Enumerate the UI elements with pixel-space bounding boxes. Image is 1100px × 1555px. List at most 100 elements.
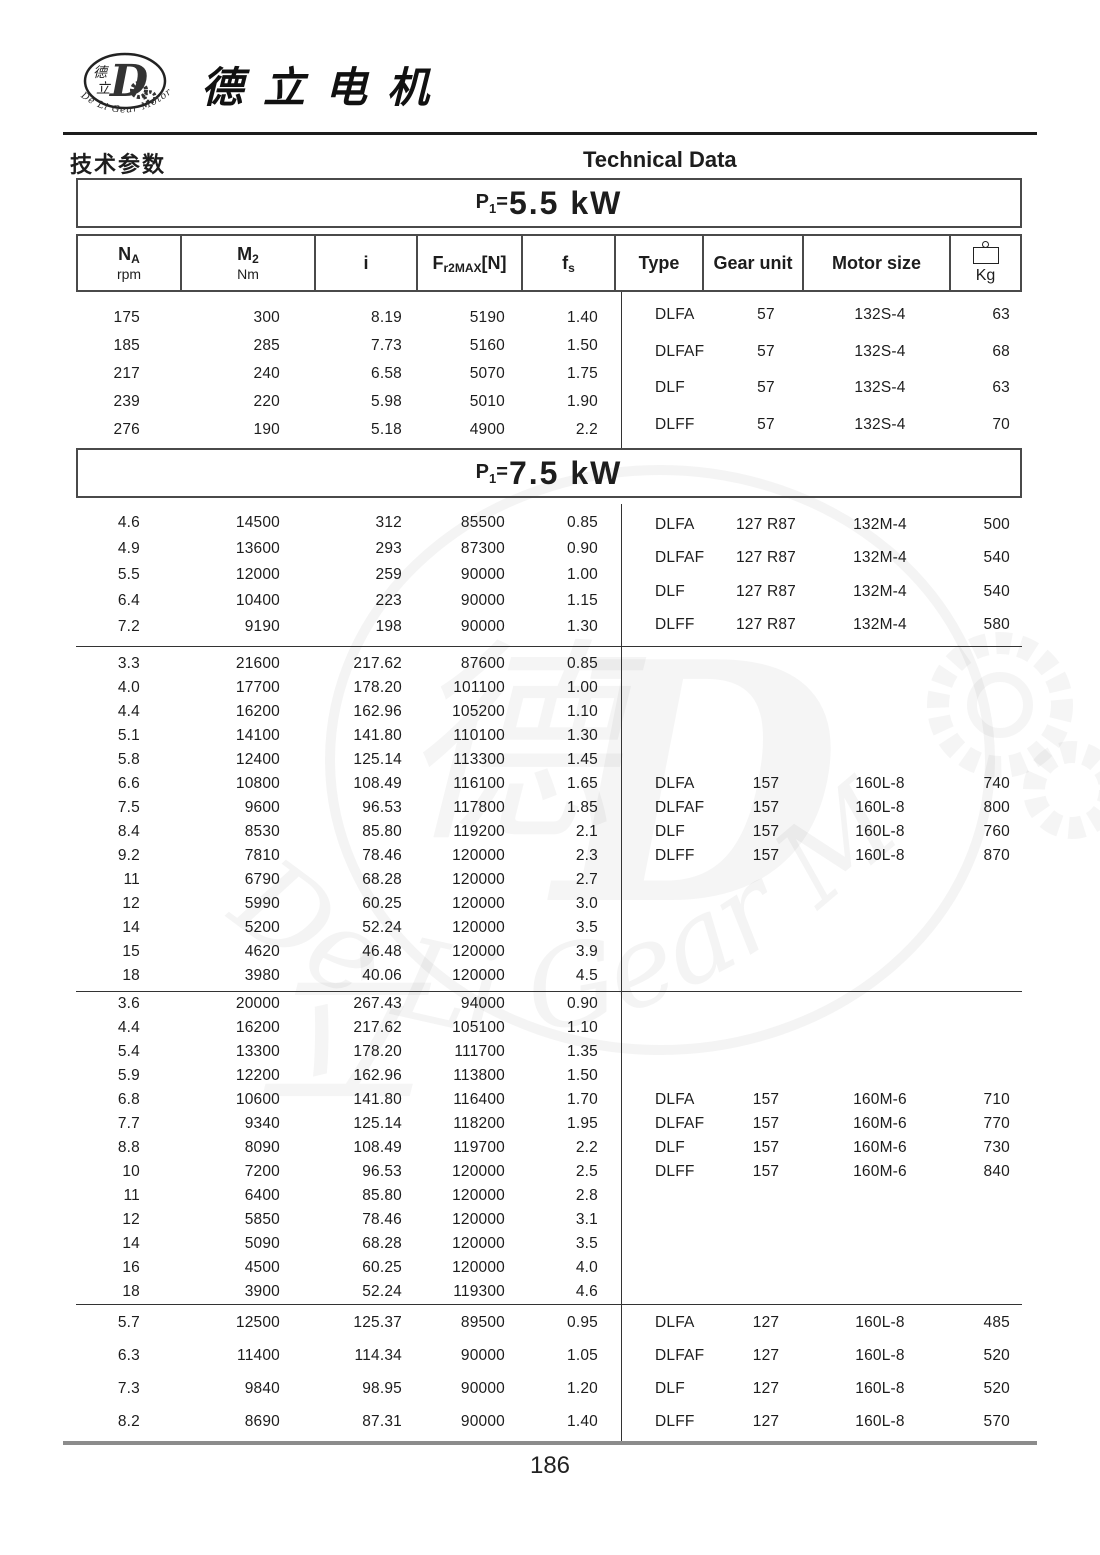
motor-size-value: 160L-8 <box>855 1412 905 1430</box>
motor-size-value: 132M-4 <box>853 515 907 533</box>
fr2max-value: 120000 <box>452 943 505 960</box>
power-title-box: P1= 7.5 kW <box>76 448 1022 498</box>
fs-value: 2.7 <box>575 871 598 888</box>
motor-size-value: 160M-6 <box>853 1163 907 1180</box>
col-header-label: M2 <box>237 244 259 267</box>
data-row: 4.9 13600 293 87300 0.90 <box>76 536 621 562</box>
data-row: 6.3 11400 114.34 90000 1.05 <box>76 1339 621 1372</box>
m2-value: 16200 <box>235 1019 280 1036</box>
data-row: 217 240 6.58 5070 1.75 <box>76 360 621 388</box>
na-value: 15 <box>122 943 140 960</box>
col-header-label: NA <box>118 244 140 267</box>
subheading-row: 技术参数 Technical Data <box>63 135 1037 183</box>
fs-value: 1.95 <box>567 1115 598 1132</box>
motor-size-value: 160M-6 <box>853 1091 907 1108</box>
fs-value: 3.9 <box>575 943 598 960</box>
i-value: 108.49 <box>353 1139 402 1156</box>
motor-data-block: DLFA 127 160L-8 485 DLFAF 127 160L-8 520 DLF 127 1… <box>621 1305 1022 1441</box>
motor-size-value: 132S-4 <box>854 342 906 360</box>
data-row: 5.1 14100 141.80 110100 1.30 <box>76 724 621 748</box>
col-header-gear-unit: Gear unit <box>704 236 804 290</box>
ratio-data-block: 5.7 12500 125.37 89500 0.95 6.3 11400 114.34 900… <box>76 1305 621 1441</box>
m2-value: 10800 <box>235 775 280 792</box>
gear-unit-value: 157 <box>752 1139 780 1156</box>
weight-value: 740 <box>983 775 1010 792</box>
group-divider <box>76 1304 1022 1305</box>
i-value: 293 <box>375 540 402 557</box>
gear-unit-value: 157 <box>752 1115 780 1132</box>
m2-value: 240 <box>253 365 280 382</box>
fr2max-value: 101100 <box>453 679 505 696</box>
na-value: 175 <box>113 309 140 326</box>
i-value: 87.31 <box>362 1412 402 1430</box>
ratio-data-block: 3.3 21600 217.62 87600 0.85 4.0 17700 178.20 101… <box>76 647 621 991</box>
fr2max-value: 120000 <box>452 1235 505 1252</box>
weight-body <box>972 246 999 264</box>
m2-value: 300 <box>253 309 280 326</box>
fr2max-value: 117800 <box>453 799 505 816</box>
na-value: 11 <box>123 1187 140 1204</box>
data-row: 6.6 10800 108.49 116100 1.65 <box>76 772 621 796</box>
i-value: 68.28 <box>362 1235 402 1252</box>
motor-data-block: DLFA 157 160M-6 710 DLFAF 157 160M-6 770 DLF 157 1… <box>621 992 1022 1304</box>
na-value: 7.3 <box>117 1379 140 1397</box>
col-header-motor-size: Motor size <box>804 236 951 290</box>
ratio-data-block: 3.6 20000 267.43 94000 0.90 4.4 16200 217.62 105… <box>76 992 621 1304</box>
fr2max-value: 119700 <box>453 1139 505 1156</box>
gear-unit-value: 157 <box>752 799 780 816</box>
motor-size-value: 132M-4 <box>853 616 907 634</box>
m2-value: 21600 <box>235 655 280 672</box>
data-row: 14 5200 52.24 120000 3.5 <box>76 916 621 940</box>
fr2max-value: 110100 <box>453 727 505 744</box>
motor-row: DLF 57 132S-4 63 <box>622 374 1022 402</box>
na-value: 6.8 <box>117 1091 140 1108</box>
motor-row: DLFAF 157 160M-6 770 <box>622 1112 1022 1136</box>
m2-value: 3980 <box>244 967 280 984</box>
type-value: DLF <box>655 1379 685 1397</box>
data-row: 4.4 16200 162.96 105200 1.10 <box>76 700 621 724</box>
fr2max-value: 90000 <box>460 618 505 635</box>
col-header-unit: rpm <box>116 265 142 282</box>
fr2max-value: 120000 <box>452 1211 505 1228</box>
gear-unit-value: 127 <box>752 1412 780 1430</box>
fr2max-value: 120000 <box>452 919 505 936</box>
fs-value: 1.15 <box>567 592 598 609</box>
data-row: 5.7 12500 125.37 89500 0.95 <box>76 1306 621 1339</box>
fs-value: 1.10 <box>567 1019 598 1036</box>
fr2max-value: 90000 <box>460 1412 505 1430</box>
gear-unit-value: 157 <box>752 775 780 792</box>
col-header-fs: fs <box>523 236 616 290</box>
data-row: 7.2 9190 198 90000 1.30 <box>76 614 621 640</box>
fr2max-value: 120000 <box>452 847 505 864</box>
fr2max-value: 87600 <box>460 655 505 672</box>
m2-value: 11400 <box>237 1346 280 1364</box>
i-value: 267.43 <box>353 995 402 1012</box>
motor-size-value: 132S-4 <box>854 305 906 323</box>
power-prefix: P1= <box>475 460 508 486</box>
m2-value: 3900 <box>244 1283 280 1300</box>
data-group: 175 300 8.19 5190 1.40 185 285 7.73 5160 1.50 217 2… <box>76 292 1022 448</box>
fr2max-value: 5160 <box>469 337 505 354</box>
na-value: 18 <box>122 967 140 984</box>
motor-row: DLF 157 160L-8 760 <box>622 820 1022 844</box>
na-value: 7.2 <box>117 618 140 635</box>
type-value: DLF <box>655 582 685 600</box>
i-value: 98.95 <box>362 1379 402 1397</box>
motor-size-value: 160L-8 <box>855 1346 905 1364</box>
na-value: 4.9 <box>117 540 140 557</box>
gear-unit-value: 127 R87 <box>735 549 796 567</box>
fs-value: 1.10 <box>567 703 598 720</box>
weight-value: 710 <box>983 1091 1010 1108</box>
i-value: 85.80 <box>362 823 402 840</box>
type-value: DLFA <box>655 1313 695 1331</box>
motor-row: DLFA 127 160L-8 485 <box>622 1306 1022 1339</box>
weight-value: 540 <box>983 549 1010 567</box>
data-group: 3.3 21600 217.62 87600 0.85 4.0 17700 178.20 101… <box>76 647 1022 991</box>
fs-value: 0.90 <box>567 995 598 1012</box>
power-title-box: P1= 5.5 kW <box>76 178 1022 228</box>
data-row: 8.8 8090 108.49 119700 2.2 <box>76 1136 621 1160</box>
type-value: DLFA <box>655 515 695 533</box>
data-group: 3.6 20000 267.43 94000 0.90 4.4 16200 217.62 105… <box>76 992 1022 1304</box>
i-value: 217.62 <box>353 655 402 672</box>
fr2max-value: 90000 <box>460 566 505 583</box>
